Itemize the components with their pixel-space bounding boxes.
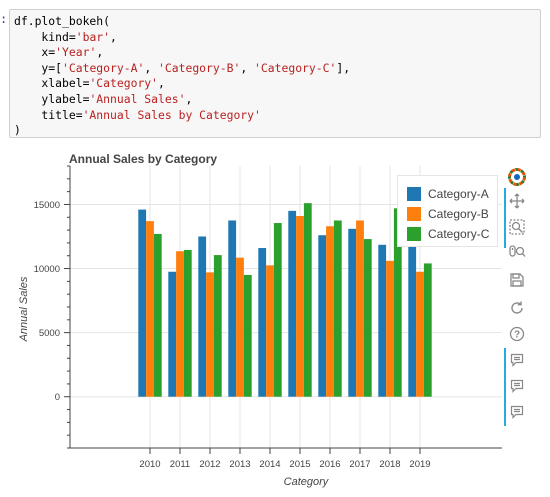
code-line: ylabel='Annual Sales', <box>14 91 193 106</box>
box-zoom-icon[interactable] <box>506 216 528 238</box>
bar[interactable] <box>408 215 417 397</box>
bar[interactable] <box>416 271 424 397</box>
legend-swatch <box>407 227 421 241</box>
bar[interactable] <box>168 271 177 397</box>
bar[interactable] <box>146 221 154 397</box>
hover-icon[interactable] <box>506 375 528 397</box>
code-editor[interactable]: df.plot_bokeh( kind='bar', x='Year', y=[… <box>14 14 350 139</box>
code-line: x='Year', <box>14 45 104 60</box>
bar[interactable] <box>258 248 267 397</box>
y-tick-label: 0 <box>55 392 60 403</box>
bar[interactable] <box>183 249 192 397</box>
pan-icon[interactable] <box>506 190 528 212</box>
bar[interactable] <box>303 203 312 397</box>
bar[interactable] <box>176 251 184 397</box>
legend-label: Category-C <box>428 227 490 241</box>
wheel-zoom-icon[interactable] <box>506 241 528 263</box>
code-line: df.plot_bokeh( <box>14 14 111 28</box>
x-tick-label: 2013 <box>229 459 250 470</box>
hover-icon[interactable] <box>506 401 528 423</box>
x-tick-label: 2010 <box>139 459 160 470</box>
bar[interactable] <box>198 236 207 397</box>
plot-title: Annual Sales by Category <box>69 152 218 166</box>
x-tick-label: 2017 <box>349 459 370 470</box>
code-line: title='Annual Sales by Category' <box>14 107 261 122</box>
bar[interactable] <box>356 220 364 397</box>
active-tool-indicator <box>504 188 506 248</box>
legend-swatch <box>407 187 421 201</box>
legend-swatch <box>407 207 421 221</box>
x-tick-label: 2015 <box>289 459 310 470</box>
save-icon[interactable] <box>506 269 528 291</box>
active-tool-indicator <box>504 348 506 426</box>
bar[interactable] <box>386 260 394 397</box>
chart-legend[interactable]: Category-A Category-B Category-C <box>397 175 498 247</box>
bar[interactable] <box>236 257 244 397</box>
bar[interactable] <box>213 255 222 397</box>
bar[interactable] <box>363 239 372 397</box>
x-tick-label: 2012 <box>199 459 220 470</box>
svg-text:?: ? <box>514 330 520 341</box>
code-line: kind='bar', <box>14 29 117 44</box>
legend-item[interactable]: Category-B <box>407 206 489 222</box>
x-tick-label: 2019 <box>409 459 430 470</box>
bar[interactable] <box>318 235 327 397</box>
bar[interactable] <box>326 226 334 397</box>
x-tick-label: 2014 <box>259 459 280 470</box>
x-axis-label: Category <box>284 476 330 488</box>
y-axis-label: Annual Sales <box>18 276 30 342</box>
legend-item[interactable]: Category-A <box>407 186 489 202</box>
code-line: y=['Category-A', 'Category-B', 'Category… <box>14 60 351 75</box>
reset-icon[interactable] <box>506 297 528 319</box>
x-tick-label: 2018 <box>379 459 400 470</box>
help-icon[interactable]: ? <box>506 323 528 345</box>
x-tick-label: 2016 <box>319 459 340 470</box>
bar[interactable] <box>273 223 282 397</box>
bar[interactable] <box>393 208 402 397</box>
bar[interactable] <box>333 220 342 397</box>
bar[interactable] <box>296 215 304 397</box>
bar[interactable] <box>138 209 147 397</box>
bar[interactable] <box>206 272 214 397</box>
bar[interactable] <box>153 233 162 397</box>
code-line: xlabel='Category', <box>14 76 165 91</box>
bar[interactable] <box>243 274 252 397</box>
legend-label: Category-A <box>428 187 489 201</box>
bokeh-logo-icon[interactable] <box>506 166 528 188</box>
bar[interactable] <box>228 220 237 397</box>
y-tick-label: 15000 <box>34 200 60 211</box>
x-tick-label: 2011 <box>170 459 190 470</box>
bar[interactable] <box>266 265 274 397</box>
hover-icon[interactable] <box>506 349 528 371</box>
y-tick-label: 10000 <box>34 264 60 275</box>
legend-item[interactable]: Category-C <box>407 226 489 242</box>
bar[interactable] <box>378 244 387 397</box>
bar[interactable] <box>348 228 357 397</box>
legend-label: Category-B <box>428 207 489 221</box>
cell-prompt: : <box>0 12 8 26</box>
code-cell[interactable]: df.plot_bokeh( kind='bar', x='Year', y=[… <box>9 9 541 138</box>
code-line: ) <box>14 123 21 138</box>
y-tick-label: 5000 <box>39 328 60 339</box>
bar[interactable] <box>288 210 297 397</box>
bar[interactable] <box>423 263 432 397</box>
